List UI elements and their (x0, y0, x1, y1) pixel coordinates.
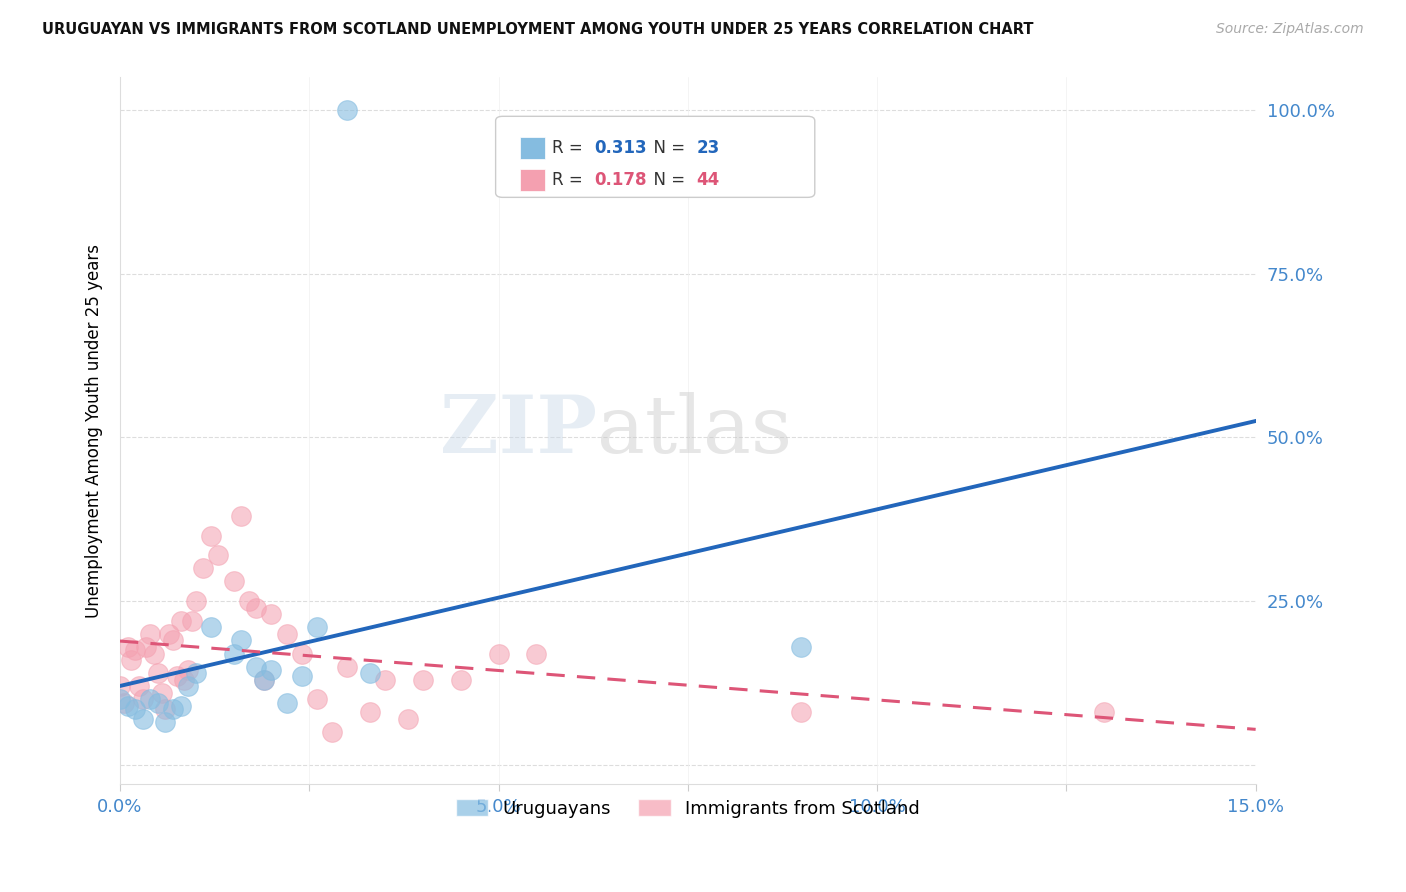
Uruguayans (229, 633, 252, 648)
Text: ZIP: ZIP (440, 392, 598, 470)
Immigrants from Scotland (155, 702, 177, 716)
Text: URUGUAYAN VS IMMIGRANTS FROM SCOTLAND UNEMPLOYMENT AMONG YOUTH UNDER 25 YEARS CO: URUGUAYAN VS IMMIGRANTS FROM SCOTLAND UN… (42, 22, 1033, 37)
Immigrants from Scotland (143, 647, 166, 661)
Immigrants from Scotland (157, 627, 180, 641)
Immigrants from Scotland (108, 679, 131, 693)
Immigrants from Scotland (790, 706, 813, 720)
Immigrants from Scotland (139, 627, 162, 641)
Uruguayans (146, 696, 169, 710)
Uruguayans (184, 666, 207, 681)
Immigrants from Scotland (184, 594, 207, 608)
Y-axis label: Unemployment Among Youth under 25 years: Unemployment Among Youth under 25 years (86, 244, 103, 618)
Immigrants from Scotland (396, 712, 419, 726)
Uruguayans (162, 702, 184, 716)
Immigrants from Scotland (1092, 706, 1115, 720)
Immigrants from Scotland (112, 696, 135, 710)
Uruguayans (790, 640, 813, 654)
Immigrants from Scotland (131, 692, 153, 706)
Immigrants from Scotland (173, 673, 195, 687)
Uruguayans (260, 663, 283, 677)
Immigrants from Scotland (207, 549, 229, 563)
Text: 0.178: 0.178 (593, 171, 647, 189)
Immigrants from Scotland (200, 529, 222, 543)
Uruguayans (305, 620, 328, 634)
Uruguayans (276, 696, 298, 710)
Immigrants from Scotland (321, 725, 343, 739)
Immigrants from Scotland (488, 647, 510, 661)
Immigrants from Scotland (128, 679, 150, 693)
Uruguayans (253, 673, 276, 687)
Uruguayans (117, 698, 139, 713)
Immigrants from Scotland (146, 666, 169, 681)
Immigrants from Scotland (450, 673, 472, 687)
Immigrants from Scotland (260, 607, 283, 622)
Text: N =: N = (644, 139, 690, 157)
Immigrants from Scotland (180, 614, 202, 628)
Immigrants from Scotland (253, 673, 276, 687)
Immigrants from Scotland (120, 653, 142, 667)
Immigrants from Scotland (177, 663, 200, 677)
Immigrants from Scotland (374, 673, 396, 687)
Immigrants from Scotland (150, 686, 173, 700)
Uruguayans (131, 712, 153, 726)
Immigrants from Scotland (291, 647, 314, 661)
Uruguayans (336, 103, 359, 118)
Immigrants from Scotland (524, 647, 547, 661)
Uruguayans (177, 679, 200, 693)
Uruguayans (291, 669, 314, 683)
Text: 44: 44 (697, 171, 720, 189)
Uruguayans (108, 692, 131, 706)
Immigrants from Scotland (117, 640, 139, 654)
Text: atlas: atlas (598, 392, 792, 470)
Immigrants from Scotland (222, 574, 245, 589)
Immigrants from Scotland (359, 706, 381, 720)
Immigrants from Scotland (238, 594, 260, 608)
Uruguayans (124, 702, 146, 716)
Uruguayans (359, 666, 381, 681)
Text: R =: R = (551, 171, 588, 189)
Immigrants from Scotland (169, 614, 191, 628)
Immigrants from Scotland (276, 627, 298, 641)
Immigrants from Scotland (124, 643, 146, 657)
Text: 23: 23 (697, 139, 720, 157)
Uruguayans (245, 659, 267, 673)
Immigrants from Scotland (412, 673, 434, 687)
Text: N =: N = (644, 171, 690, 189)
Uruguayans (222, 647, 245, 661)
Uruguayans (139, 692, 162, 706)
Text: 0.313: 0.313 (593, 139, 647, 157)
Immigrants from Scotland (193, 561, 215, 575)
Immigrants from Scotland (245, 600, 267, 615)
Immigrants from Scotland (162, 633, 184, 648)
Immigrants from Scotland (336, 659, 359, 673)
Text: R =: R = (551, 139, 588, 157)
Immigrants from Scotland (135, 640, 157, 654)
Immigrants from Scotland (305, 692, 328, 706)
Uruguayans (200, 620, 222, 634)
Legend: Uruguayans, Immigrants from Scotland: Uruguayans, Immigrants from Scotland (449, 792, 927, 825)
Uruguayans (169, 698, 191, 713)
Text: Source: ZipAtlas.com: Source: ZipAtlas.com (1216, 22, 1364, 37)
Uruguayans (155, 715, 177, 730)
Immigrants from Scotland (166, 669, 188, 683)
Immigrants from Scotland (229, 509, 252, 524)
